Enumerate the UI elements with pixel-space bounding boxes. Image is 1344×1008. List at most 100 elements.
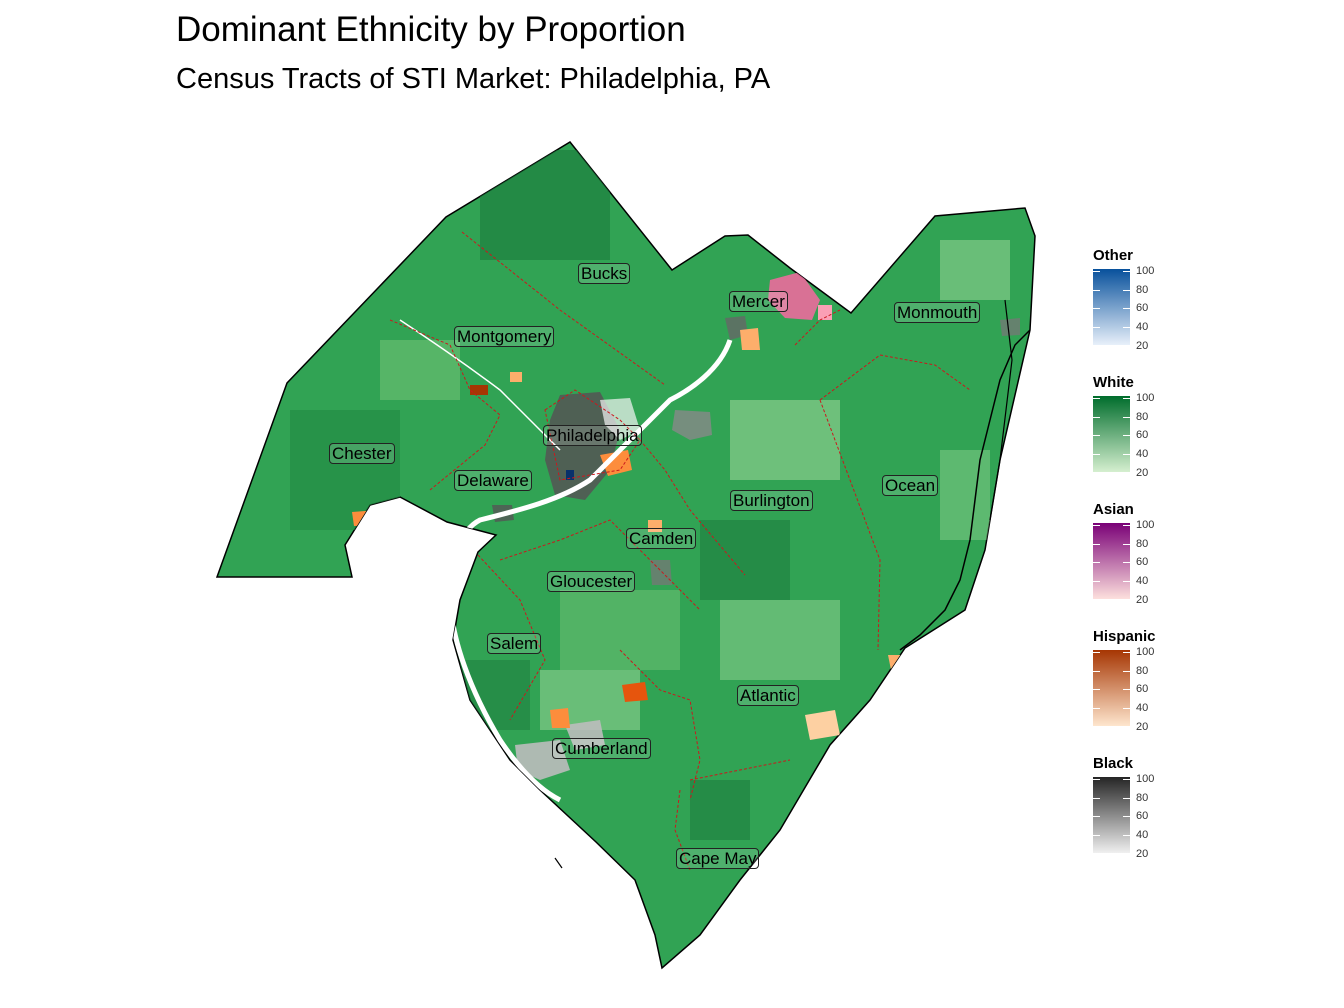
- tract-hispanic-cumberland2: [550, 708, 570, 728]
- legend-tickmark: [1093, 670, 1100, 672]
- county-label-burlington: Burlington: [730, 490, 813, 511]
- map-title: Dominant Ethnicity by Proportion: [176, 10, 686, 49]
- legend-tickmark: [1123, 779, 1130, 780]
- legend-other: Other 100 80 60 40 20: [1093, 247, 1154, 352]
- legend-tickmark: [1123, 271, 1130, 272]
- legend-tickmark: [1093, 581, 1100, 583]
- legend-tick-label: 20: [1136, 339, 1149, 352]
- border-gloucester-salem: [477, 554, 546, 721]
- legend-tickmark: [1093, 454, 1100, 456]
- legend-tick-label: 100: [1136, 265, 1155, 277]
- legend-tick-label: 40: [1136, 448, 1149, 461]
- legend-tickmark: [1123, 416, 1130, 418]
- legend-white: White 100 80 60 40 20: [1093, 374, 1154, 479]
- legend-tick-label: 60: [1136, 302, 1149, 315]
- legend-tickmark: [1123, 345, 1130, 347]
- legend-title-asian: Asian: [1093, 501, 1134, 518]
- tract-hispanic-mercer: [740, 328, 760, 350]
- legend-tick-label: 100: [1136, 773, 1155, 785]
- tract-black-philadelphia: [545, 392, 620, 500]
- legend-tickmark: [1093, 435, 1100, 437]
- legend-tickmark: [1093, 398, 1100, 399]
- legend-tickmark: [1093, 525, 1100, 526]
- legend-tickmark: [1093, 599, 1100, 601]
- legend-tick-label: 80: [1136, 664, 1149, 677]
- county-label-salem: Salem: [487, 633, 542, 654]
- border-mercer-monmouth: [794, 309, 841, 346]
- legend-tickmark: [1123, 599, 1130, 601]
- legend-colorbar-asian: [1093, 523, 1130, 599]
- islet: [554, 857, 563, 869]
- tract-light-montgomery: [380, 340, 460, 400]
- legend-tickmark: [1123, 853, 1130, 855]
- legend-tick-label: 80: [1136, 283, 1149, 296]
- legend-tickmark: [1093, 797, 1100, 799]
- county-label-cape-may: Cape May: [676, 848, 760, 869]
- legend-tickmark: [1093, 816, 1100, 818]
- legend-tickmark: [1123, 327, 1130, 329]
- legend-tick-label: 80: [1136, 410, 1149, 423]
- legend-tick-label: 40: [1136, 321, 1149, 334]
- legend-tickmark: [1093, 472, 1100, 474]
- tract-asian-mercer2: [818, 305, 832, 320]
- legend-tickmark: [1123, 454, 1130, 456]
- tract-hispanic-atlantic: [805, 710, 840, 740]
- legend-tick-label: 60: [1136, 683, 1149, 696]
- legend-title-other: Other: [1093, 247, 1134, 264]
- county-borders: [389, 231, 971, 871]
- legend-tick-label: 40: [1136, 575, 1149, 588]
- tract-white-philadelphia: [600, 398, 640, 440]
- county-label-bucks: Bucks: [578, 263, 631, 284]
- tract-hispanic-bucks: [510, 372, 522, 382]
- legend-tickmark: [1123, 435, 1130, 437]
- tract-black-monmouth: [1000, 318, 1020, 336]
- legend-tickmark: [1123, 652, 1130, 653]
- legend-tickmark: [1093, 327, 1100, 329]
- border-gloucester-camden: [499, 519, 701, 611]
- legend-colorbar-hispanic: [1093, 650, 1130, 726]
- legend-tickmark: [1123, 835, 1130, 837]
- border-camden-burlington: [639, 439, 746, 576]
- county-label-gloucester: Gloucester: [547, 571, 636, 592]
- legend-tickmark: [1123, 308, 1130, 310]
- county-label-chester: Chester: [329, 443, 395, 464]
- legend-tickmark: [1123, 797, 1130, 799]
- tract-light-gloucester: [560, 590, 680, 670]
- legend-tickmark: [1093, 416, 1100, 418]
- border-capemay-cumberland: [674, 789, 691, 871]
- legend-tickmark: [1123, 708, 1130, 710]
- legend-tick-label: 40: [1136, 702, 1149, 715]
- border-philadelphia: [544, 389, 641, 481]
- border-cumberland-atlantic: [619, 649, 701, 801]
- legend-title-white: White: [1093, 374, 1134, 391]
- tract-hispanic-ocean: [888, 655, 912, 680]
- barrier-island: [989, 299, 1013, 521]
- legend-tickmark: [1123, 525, 1130, 526]
- tract-hispanic-montgomery: [470, 385, 488, 395]
- tract-hispanic-camden: [648, 520, 662, 532]
- tract-other-philadelphia: [566, 470, 574, 480]
- legend-tickmark: [1093, 308, 1100, 310]
- legend-tickmark: [1093, 562, 1100, 564]
- legend-colorbar-white: [1093, 396, 1130, 472]
- tract-black-cumberland: [515, 740, 570, 780]
- legend-tick-label: 20: [1136, 466, 1149, 479]
- tract-asian-mercer: [768, 272, 820, 320]
- legend-tick-label: 100: [1136, 646, 1155, 658]
- tract-light-ocean: [940, 450, 990, 540]
- legend-tickmark: [1093, 689, 1100, 691]
- tract-black-gloucester: [650, 560, 672, 585]
- border-atlantic-capemay: [689, 759, 791, 781]
- legend-tickmark: [1093, 543, 1100, 545]
- border-burlington-ocean: [819, 354, 971, 401]
- legend-tickmark: [1123, 562, 1130, 564]
- delaware-river: [447, 339, 733, 803]
- county-label-cumberland: Cumberland: [552, 738, 651, 759]
- legend-tickmark: [1123, 581, 1130, 583]
- legend-tickmark: [1123, 670, 1130, 672]
- county-label-atlantic: Atlantic: [737, 685, 799, 706]
- legend-black: Black 100 80 60 40 20: [1093, 755, 1154, 860]
- tract-dark-bucks: [480, 150, 610, 260]
- legend-title-hispanic: Hispanic: [1093, 628, 1156, 645]
